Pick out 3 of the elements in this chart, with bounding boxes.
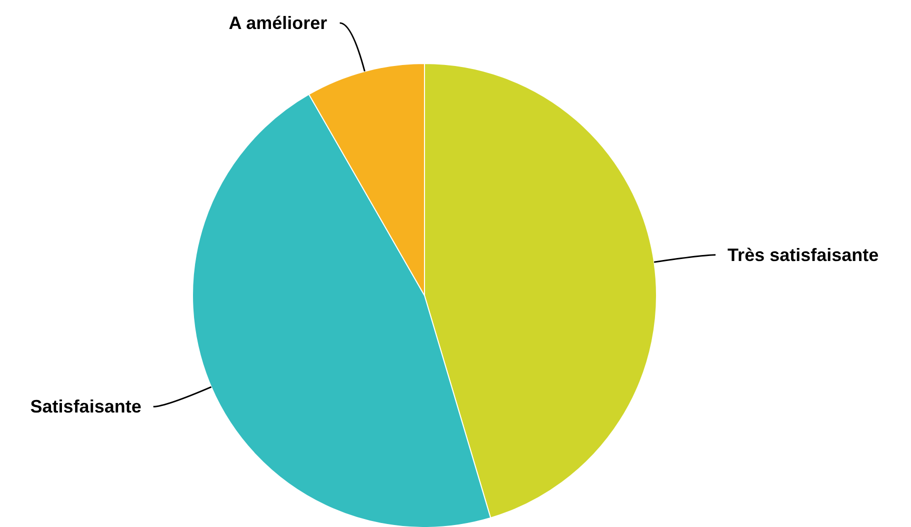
slice-label: Très satisfaisante — [728, 244, 879, 265]
slice-label: Satisfaisante — [30, 396, 142, 417]
slice-label: A améliorer — [228, 13, 328, 34]
